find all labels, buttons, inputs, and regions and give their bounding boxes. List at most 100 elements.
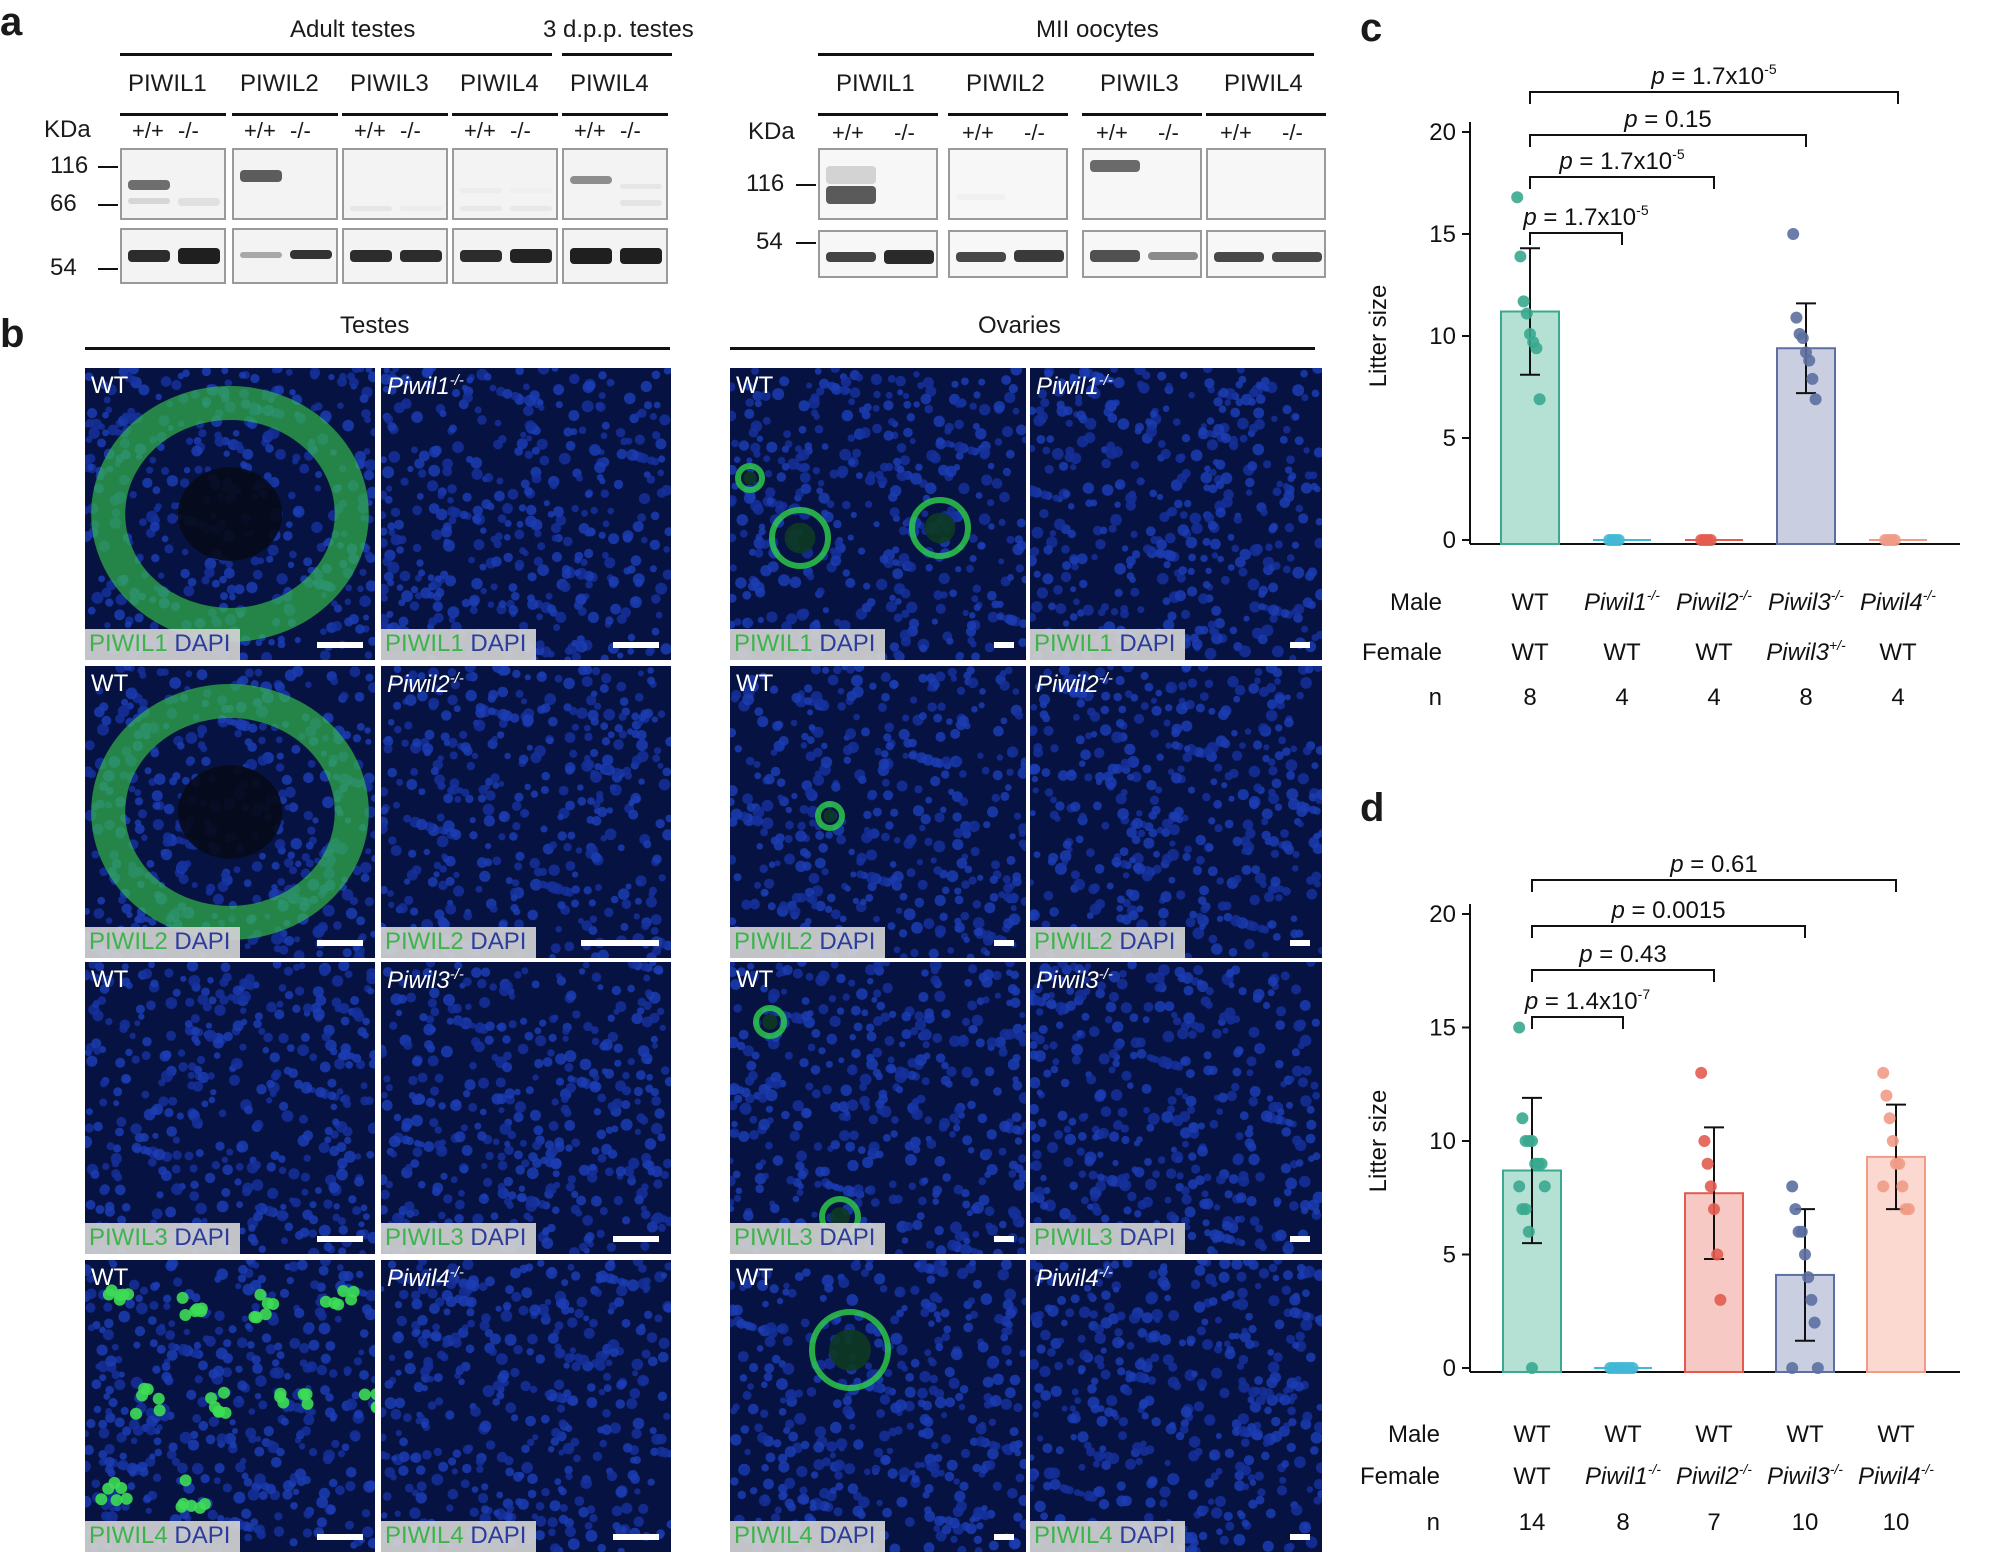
genotype-label: -/- bbox=[510, 118, 531, 143]
group-label-adult-testes: Adult testes bbox=[290, 16, 416, 43]
stain-label: PIWIL1 DAPI bbox=[1030, 629, 1186, 660]
category-female-label: Piwil3-/- bbox=[1767, 1461, 1843, 1490]
y-tick-label: 20 bbox=[1429, 119, 1456, 146]
kda-marker-label: 116 bbox=[746, 170, 785, 197]
data-point bbox=[1517, 295, 1530, 308]
data-point bbox=[1698, 1135, 1711, 1147]
category-n-label: 7 bbox=[1707, 1509, 1720, 1530]
kda-marker-tick bbox=[98, 166, 118, 168]
category-male-label: WT bbox=[1877, 1421, 1915, 1448]
protein-underline bbox=[452, 113, 558, 116]
genotype-label: -/- bbox=[178, 118, 199, 143]
blot-band bbox=[128, 180, 170, 190]
scale-bar bbox=[317, 940, 363, 946]
blot-loading-control bbox=[1082, 230, 1202, 278]
genotype-label: WT bbox=[736, 966, 774, 993]
genotype-label: WT bbox=[91, 372, 129, 399]
testis-image-tile: Piwil4-/- PIWIL4 DAPI bbox=[381, 1260, 671, 1552]
data-point bbox=[1796, 332, 1809, 345]
kda-label-left: KDa bbox=[44, 116, 91, 143]
row-title-male: Male bbox=[1390, 589, 1442, 616]
stain-label: PIWIL2 DAPI bbox=[381, 927, 537, 958]
data-point bbox=[1695, 1066, 1708, 1079]
ovary-image-tile: Piwil1-/- PIWIL1 DAPI bbox=[1030, 368, 1322, 660]
data-point bbox=[1877, 1180, 1890, 1193]
litter-size-chart-c: 0 5 10 15 20 Litter size WT WT 8 Piwil1-/- WT 4 Piwi… bbox=[1362, 61, 1960, 711]
testis-image-tile: WT PIWIL4 DAPI bbox=[85, 1260, 375, 1552]
scale-bar bbox=[317, 1236, 363, 1242]
y-axis-label: Litter size bbox=[1365, 285, 1392, 388]
data-point bbox=[1806, 372, 1819, 385]
blot-band bbox=[570, 248, 612, 264]
data-point bbox=[1535, 1157, 1548, 1170]
protein-underline bbox=[1082, 113, 1202, 116]
genotype-label: WT bbox=[736, 1264, 774, 1291]
group-label-mii-oocytes: MII oocytes bbox=[1036, 16, 1159, 43]
panel-label-d: d bbox=[1360, 786, 1385, 830]
category-male-label: Piwil4-/- bbox=[1860, 587, 1936, 616]
genotype-label: +/+ bbox=[962, 120, 994, 145]
category-n-label: 8 bbox=[1799, 684, 1812, 711]
p-value-label: p = 0.15 bbox=[1623, 106, 1711, 133]
blot-top bbox=[948, 148, 1068, 220]
stain-label: PIWIL1 DAPI bbox=[85, 629, 241, 660]
row-title-n: n bbox=[1427, 1509, 1440, 1530]
blot-band bbox=[128, 198, 170, 204]
genotype-label: WT bbox=[91, 966, 129, 993]
significance-bracket bbox=[1529, 134, 1807, 147]
blot-band bbox=[510, 188, 552, 193]
data-point bbox=[1526, 1135, 1538, 1147]
y-tick-label: 10 bbox=[1429, 323, 1456, 350]
category-female-label: WT bbox=[1879, 639, 1917, 666]
data-point bbox=[1511, 191, 1524, 204]
data-point bbox=[1533, 393, 1546, 406]
stain-label: PIWIL3 DAPI bbox=[381, 1223, 537, 1254]
genotype-label: WT bbox=[736, 670, 774, 697]
p-value-label: p = 0.0015 bbox=[1610, 897, 1725, 924]
category-female-label: WT bbox=[1513, 1463, 1551, 1490]
kda-marker-label: 66 bbox=[50, 190, 77, 217]
kda-label-right: KDa bbox=[748, 118, 795, 145]
category-n-label: 8 bbox=[1523, 684, 1536, 711]
significance-bracket bbox=[1531, 925, 1806, 938]
testes-title: Testes bbox=[340, 312, 410, 339]
ovaries-title: Ovaries bbox=[978, 312, 1061, 339]
p-value-label: p = 0.43 bbox=[1578, 941, 1666, 968]
stain-label: PIWIL1 DAPI bbox=[730, 629, 886, 660]
blot-band bbox=[128, 250, 170, 262]
ovary-image-tile: WT PIWIL2 DAPI bbox=[730, 666, 1026, 958]
genotype-label: WT bbox=[91, 1264, 129, 1291]
ovary-image-tile: Piwil4-/- PIWIL4 DAPI bbox=[1030, 1260, 1322, 1552]
kda-marker-label: 54 bbox=[50, 254, 77, 281]
bar bbox=[1866, 1155, 1926, 1374]
kda-marker-tick bbox=[796, 184, 816, 186]
category-male-label: Piwil2-/- bbox=[1676, 587, 1752, 616]
blot-band bbox=[178, 248, 220, 264]
blot-band bbox=[1214, 252, 1264, 262]
genotype-label: -/- bbox=[290, 118, 311, 143]
significance-bracket bbox=[1531, 1016, 1624, 1029]
protein-label: PIWIL2 bbox=[240, 70, 319, 97]
blot-band bbox=[620, 184, 662, 189]
kda-marker-tick bbox=[98, 204, 118, 206]
genotype-label: -/- bbox=[1024, 120, 1045, 145]
protein-label: PIWIL3 bbox=[1100, 70, 1179, 97]
scale-bar bbox=[1290, 1236, 1310, 1242]
category-female-label: WT bbox=[1603, 639, 1641, 666]
category-n-label: 10 bbox=[1792, 1509, 1819, 1530]
data-point bbox=[1522, 1225, 1535, 1238]
data-point bbox=[1893, 1157, 1906, 1170]
data-point bbox=[1795, 1225, 1808, 1238]
genotype-label: Piwil1-/- bbox=[387, 372, 464, 400]
genotype-label: -/- bbox=[620, 118, 641, 143]
blot-band bbox=[350, 250, 392, 262]
testis-image-tile: Piwil2-/- PIWIL2 DAPI bbox=[381, 666, 671, 958]
blot-band bbox=[400, 250, 442, 262]
scale-bar bbox=[994, 1534, 1014, 1540]
data-point bbox=[1789, 1203, 1802, 1216]
category-n-label: 10 bbox=[1883, 1509, 1910, 1530]
blot-band bbox=[1014, 250, 1064, 262]
y-tick-label: 0 bbox=[1443, 527, 1456, 554]
data-point bbox=[1626, 1362, 1639, 1374]
kda-marker-tick bbox=[98, 268, 118, 270]
